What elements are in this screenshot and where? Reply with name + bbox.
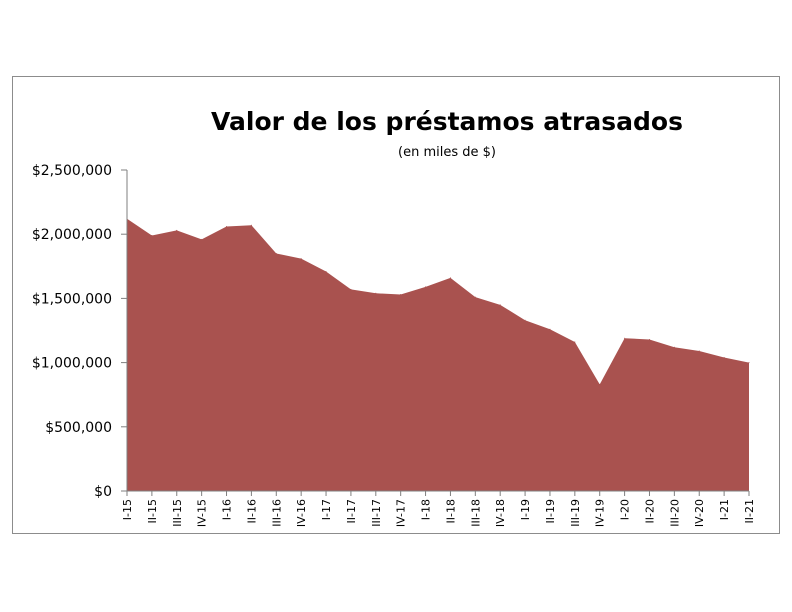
data-point-III-16 [275, 252, 277, 254]
data-point-II-15 [151, 234, 153, 236]
x-tick-label: III-15 [171, 499, 184, 527]
data-point-II-17 [350, 288, 352, 290]
data-point-II-18 [449, 277, 451, 279]
x-tick-label: III-19 [569, 499, 582, 527]
x-tick-label: II-16 [245, 499, 258, 523]
data-point-III-18 [474, 296, 476, 298]
data-point-I-21 [723, 356, 725, 358]
chart-subtitle: (en miles de $) [398, 145, 496, 160]
x-tick-label: II-17 [345, 499, 358, 523]
axes-layer [121, 169, 750, 496]
data-point-IV-16 [300, 258, 302, 260]
data-point-IV-15 [201, 238, 203, 240]
data-point-III-19 [574, 341, 576, 343]
x-tick-label: I-17 [320, 499, 333, 520]
data-point-I-18 [425, 286, 427, 288]
x-tick-label: I-15 [121, 499, 134, 520]
y-tick-label: $500,000 [45, 420, 112, 436]
x-tick-label: IV-17 [395, 499, 408, 527]
data-point-I-19 [524, 319, 526, 321]
x-tick-label: IV-20 [693, 499, 706, 527]
y-tick-label: $1,500,000 [32, 291, 112, 307]
data-point-IV-19 [599, 383, 601, 385]
y-tick-label: $2,000,000 [32, 227, 112, 243]
x-tick-label: III-18 [469, 499, 482, 527]
area-series [127, 218, 749, 492]
x-tick-label: II-19 [544, 499, 557, 523]
data-point-I-20 [624, 337, 626, 339]
data-point-III-15 [176, 229, 178, 231]
data-point-II-19 [549, 328, 551, 330]
x-tick-label: I-21 [718, 499, 731, 520]
data-point-II-21 [748, 362, 750, 364]
y-tick-labels: $0 $500,000 $1,000,000 $1,500,000 $2,000,000… [32, 163, 112, 500]
x-tick-label: IV-19 [594, 499, 607, 527]
data-point-I-17 [325, 270, 327, 272]
data-point-II-20 [648, 338, 650, 340]
x-tick-label: III-17 [370, 499, 383, 527]
x-tick-labels: I-15 II-15 III-15 IV-15 I-16 II-16 III-16 IV-16… [121, 499, 756, 527]
x-tick-label: IV-18 [494, 499, 507, 527]
x-tick-label: II-20 [643, 499, 656, 523]
x-tick-label: III-16 [270, 499, 283, 527]
data-point-IV-20 [698, 350, 700, 352]
x-tick-label: I-18 [420, 499, 433, 520]
x-tick-label: I-20 [619, 499, 632, 520]
chart-title: Valor de los préstamos atrasados [211, 107, 683, 136]
y-tick-label: $0 [94, 484, 112, 500]
y-tick-label: $2,500,000 [32, 163, 112, 179]
x-tick-label: II-18 [444, 499, 457, 523]
data-point-III-20 [673, 346, 675, 348]
data-point-IV-17 [400, 294, 402, 296]
x-tick-label: III-20 [668, 499, 681, 527]
x-tick-label: II-15 [146, 499, 159, 523]
y-tick-label: $1,000,000 [32, 356, 112, 372]
x-tick-label: IV-15 [196, 499, 209, 527]
data-point-I-16 [226, 226, 228, 227]
x-tick-label: I-19 [519, 499, 532, 520]
x-tick-label: IV-16 [295, 499, 308, 527]
x-tick-label: II-21 [743, 499, 756, 523]
data-point-IV-18 [499, 304, 501, 306]
x-tick-label: I-16 [221, 499, 234, 520]
data-point-II-16 [250, 224, 252, 226]
data-point-III-17 [375, 292, 377, 294]
area-series-layer [126, 218, 750, 492]
